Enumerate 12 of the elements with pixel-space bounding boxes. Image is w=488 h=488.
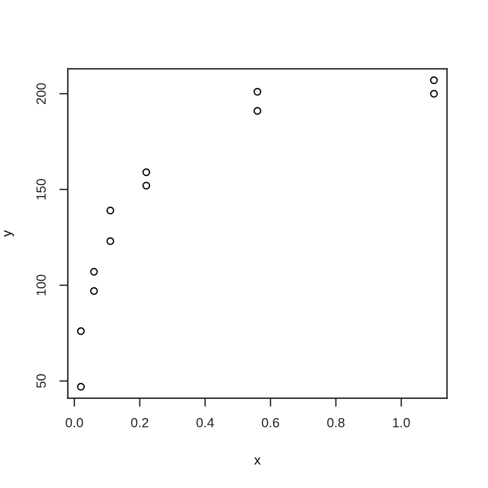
x-tick-label: 0.6 bbox=[262, 418, 280, 428]
x-tick-label: 1.0 bbox=[393, 418, 410, 428]
x-axis-title: x bbox=[254, 458, 261, 465]
y-tick-label: 100 bbox=[36, 274, 46, 296]
y-tick-label: 50 bbox=[36, 374, 46, 388]
y-tick-label: 150 bbox=[36, 178, 46, 200]
x-tick-label: 0.4 bbox=[196, 418, 214, 428]
y-axis-title: y bbox=[4, 230, 14, 237]
y-tick-label: 200 bbox=[36, 83, 46, 104]
x-tick-label: 0.8 bbox=[327, 418, 344, 428]
x-tick-label: 0.2 bbox=[131, 418, 148, 428]
x-tick-label: 0.0 bbox=[66, 418, 84, 428]
